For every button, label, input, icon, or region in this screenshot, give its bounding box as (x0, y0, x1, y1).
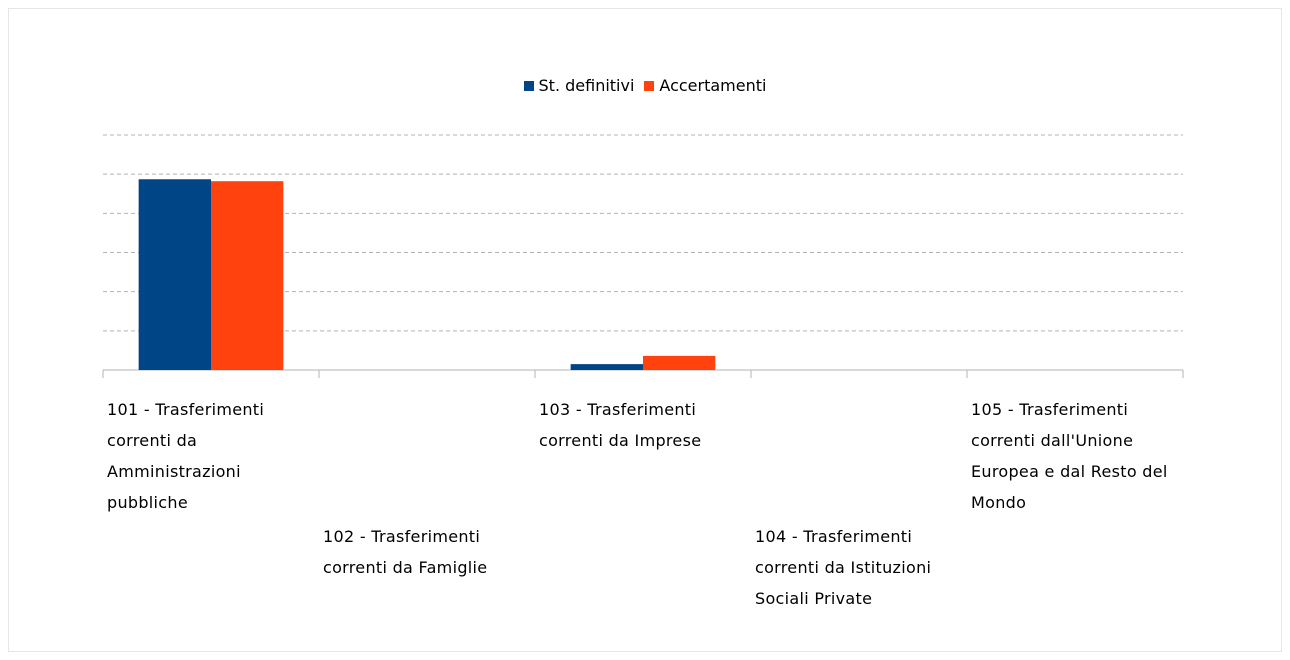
legend-item: St. definitivi (523, 76, 635, 95)
legend-item: Accertamenti (644, 76, 766, 95)
bar (138, 179, 211, 370)
x-tick-label: 105 - Trasferimenti correnti dall'Unione… (971, 400, 1168, 512)
bar (643, 355, 716, 370)
x-tick-label: 103 - Trasferimenti correnti da Imprese (539, 400, 702, 450)
legend-swatch (644, 80, 655, 91)
bar (570, 364, 643, 370)
legend-swatch (523, 80, 534, 91)
legend: St. definitivi Accertamenti (0, 76, 1290, 95)
bar (211, 181, 284, 370)
legend-label: Accertamenti (659, 76, 767, 95)
frame (8, 8, 1282, 652)
x-tick-label: 102 - Trasferimenti correnti da Famiglie (323, 527, 488, 577)
x-tick-label: 101 - Trasferimenti correnti da Amminist… (107, 400, 265, 512)
legend-label: St. definitivi (538, 76, 635, 95)
x-tick-label: 104 - Trasferimenti correnti da Istituzi… (755, 527, 932, 608)
